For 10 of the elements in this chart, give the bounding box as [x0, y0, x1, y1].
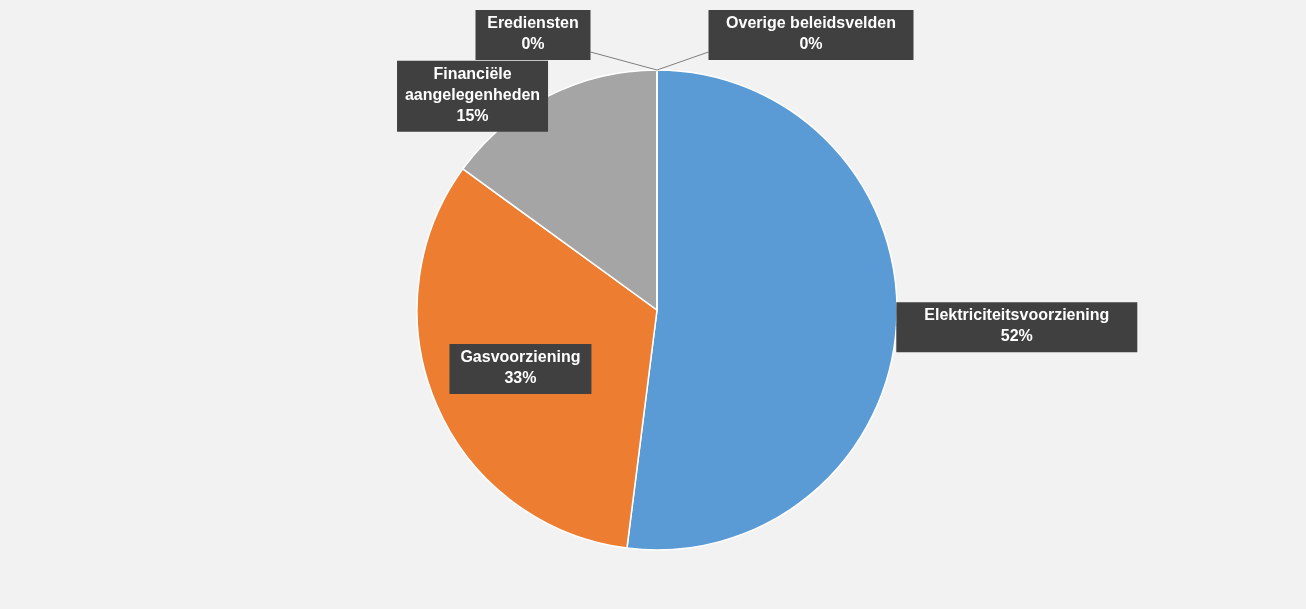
slice-label: Financiële aangelegenheden	[404, 64, 541, 103]
data-label: 52%	[1000, 327, 1033, 345]
slice-label: Elektriciteitsvoorziening	[924, 306, 1110, 324]
text: 0%	[521, 35, 545, 52]
slice-label: Gasvoorziening	[460, 348, 581, 366]
text: 0%	[799, 35, 823, 52]
category-label: Overige beleidsvelden	[726, 14, 896, 31]
category-label: Erediensten	[487, 14, 579, 31]
data-label: 33%	[504, 369, 537, 387]
data-label: 15%	[456, 106, 489, 124]
